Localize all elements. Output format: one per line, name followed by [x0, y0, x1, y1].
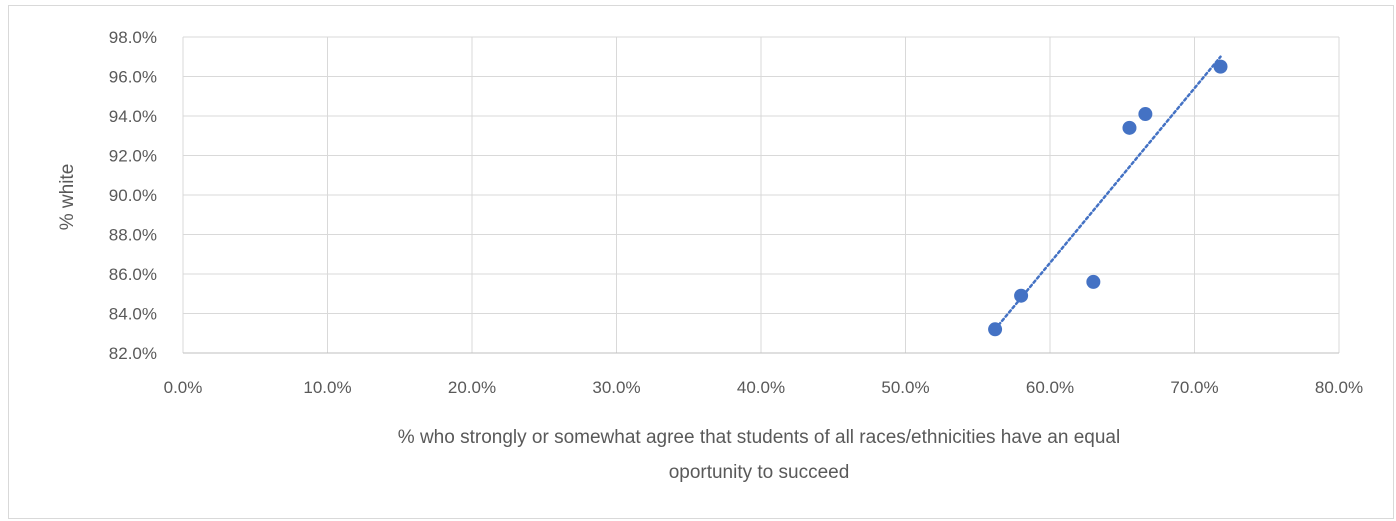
x-tick-label: 80.0%: [1315, 378, 1363, 397]
data-point: [1086, 274, 1101, 289]
x-tick-label: 10.0%: [303, 378, 351, 397]
x-tick-label: 0.0%: [164, 378, 203, 397]
chart-area: [8, 5, 1394, 519]
data-point: [1138, 107, 1153, 122]
x-tick-label: 70.0%: [1170, 378, 1218, 397]
y-tick-label: 98.0%: [109, 28, 157, 47]
data-point: [1213, 59, 1228, 74]
x-tick-label: 40.0%: [737, 378, 785, 397]
trendline-layer: [993, 55, 1222, 331]
y-tick-label: 90.0%: [109, 186, 157, 205]
data-points: [988, 59, 1228, 337]
x-tick-label: 50.0%: [881, 378, 929, 397]
x-axis-title-line-2: oportunity to succeed: [669, 462, 850, 483]
y-tick-label: 92.0%: [109, 147, 157, 166]
y-tick-label: 88.0%: [109, 226, 157, 245]
x-tick-label: 20.0%: [448, 378, 496, 397]
y-tick-label: 96.0%: [109, 68, 157, 87]
y-tick-label: 84.0%: [109, 305, 157, 324]
data-point: [1014, 288, 1029, 303]
y-tick-label: 82.0%: [109, 344, 157, 363]
y-axis-title: % white: [57, 164, 78, 231]
gridlines: [182, 36, 1340, 354]
x-tick-label: 30.0%: [592, 378, 640, 397]
data-point: [988, 322, 1003, 337]
y-tick-label: 94.0%: [109, 107, 157, 126]
y-tick-label: 86.0%: [109, 265, 157, 284]
x-tick-label: 60.0%: [1026, 378, 1074, 397]
x-axis-title-line-1: % who strongly or somewhat agree that st…: [398, 427, 1120, 448]
trendline: [993, 55, 1222, 331]
data-point: [1122, 120, 1137, 135]
tick-labels: 0.0% 10.0% 20.0% 30.0% 40.0% 50.0% 60.0% 70.0% 8…: [109, 28, 1363, 397]
